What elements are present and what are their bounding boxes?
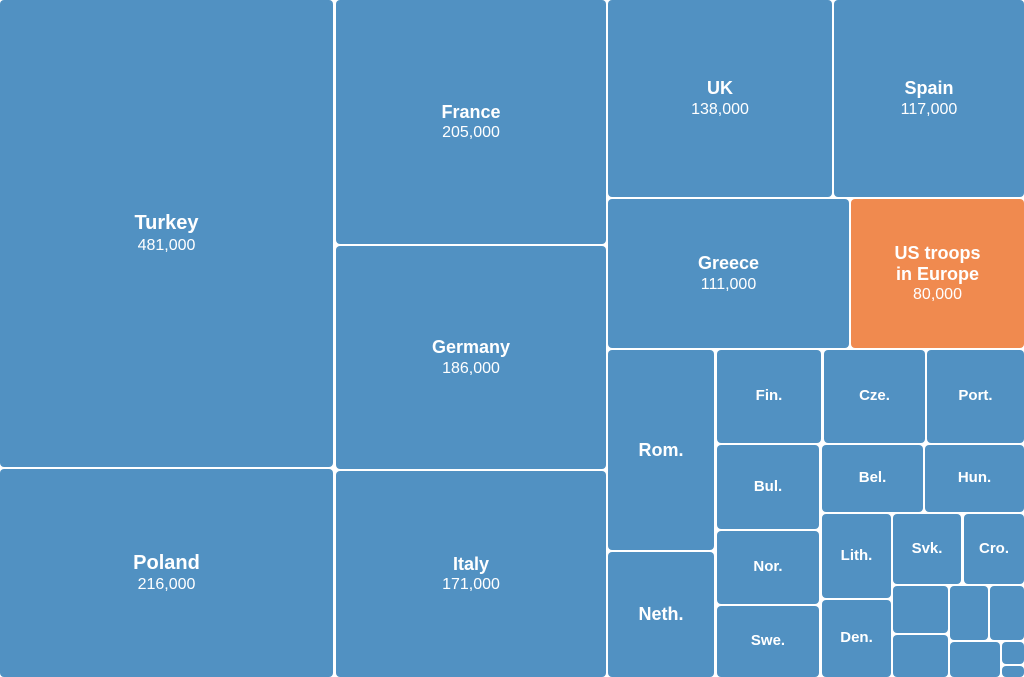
- tile-nor: Nor.: [717, 531, 819, 604]
- tile-lith: Lith.: [822, 514, 891, 598]
- tile-label: Turkey: [134, 212, 199, 235]
- tile-swe: Swe.: [717, 606, 819, 677]
- tile-label: Spain: [904, 78, 954, 99]
- tile-label: Germany: [431, 337, 511, 358]
- tile-label: Bul.: [753, 477, 783, 495]
- tile-label: Cze.: [859, 387, 890, 405]
- tile-label: Italy: [452, 553, 490, 574]
- tile-greece: Greece 111,000: [608, 199, 849, 348]
- tile-label: Port.: [958, 387, 993, 405]
- tile-value: 205,000: [442, 124, 500, 142]
- tile-label: Rom.: [638, 439, 684, 460]
- tile-s2: [950, 586, 988, 640]
- tile-value: 171,000: [442, 576, 500, 594]
- tile-rom: Rom.: [608, 350, 714, 550]
- tile-label: Svk.: [911, 539, 943, 557]
- tile-label: Hun.: [957, 469, 992, 487]
- tile-s4: [893, 635, 948, 677]
- tile-label: Nor.: [753, 558, 783, 576]
- tile-s1: [893, 586, 948, 633]
- tile-poland: Poland 216,000: [0, 469, 333, 677]
- tile-hun: Hun.: [925, 445, 1024, 512]
- tile-value: 111,000: [700, 275, 757, 293]
- tile-us: US troops in Europe 80,000: [851, 199, 1024, 348]
- tile-neth: Neth.: [608, 552, 714, 677]
- tile-label: Bel.: [858, 469, 887, 487]
- tile-spain: Spain 117,000: [834, 0, 1024, 197]
- tile-label: Greece: [697, 253, 760, 274]
- tile-cro: Cro.: [964, 514, 1024, 584]
- tile-label: Neth.: [638, 604, 684, 625]
- tile-label: Cro.: [979, 539, 1009, 557]
- tile-label: Fin.: [755, 387, 783, 405]
- tile-port: Port.: [927, 350, 1024, 443]
- tile-bul: Bul.: [717, 445, 819, 529]
- tile-germany: Germany 186,000: [336, 246, 606, 469]
- tile-value: 138,000: [691, 100, 749, 118]
- tile-value: 80,000: [913, 285, 962, 303]
- tile-label: Swe.: [750, 632, 786, 650]
- tile-value: 216,000: [137, 576, 196, 594]
- tile-italy: Italy 171,000: [336, 471, 606, 677]
- tile-label: Den.: [840, 629, 873, 647]
- tile-value: 186,000: [442, 359, 500, 377]
- tile-label: France: [441, 101, 501, 122]
- tile-svk: Svk.: [893, 514, 961, 584]
- tile-uk: UK 138,000: [608, 0, 832, 197]
- tile-bel: Bel.: [822, 445, 923, 512]
- tile-turkey: Turkey 481,000: [0, 0, 333, 467]
- tile-value: 117,000: [900, 100, 958, 118]
- tile-value: 481,000: [137, 236, 196, 254]
- tile-fin: Fin.: [717, 350, 821, 443]
- tile-s3: [990, 586, 1024, 640]
- tile-label: UK: [707, 78, 733, 99]
- tile-s7: [1002, 666, 1024, 677]
- tile-cze: Cze.: [824, 350, 925, 443]
- tile-label: US troops in Europe: [894, 243, 981, 284]
- tile-s5: [950, 642, 1000, 677]
- tile-france: France 205,000: [336, 0, 606, 244]
- tile-label: Poland: [133, 551, 200, 574]
- tile-den: Den.: [822, 600, 891, 677]
- tile-label: Lith.: [840, 546, 873, 564]
- tile-s6: [1002, 642, 1024, 664]
